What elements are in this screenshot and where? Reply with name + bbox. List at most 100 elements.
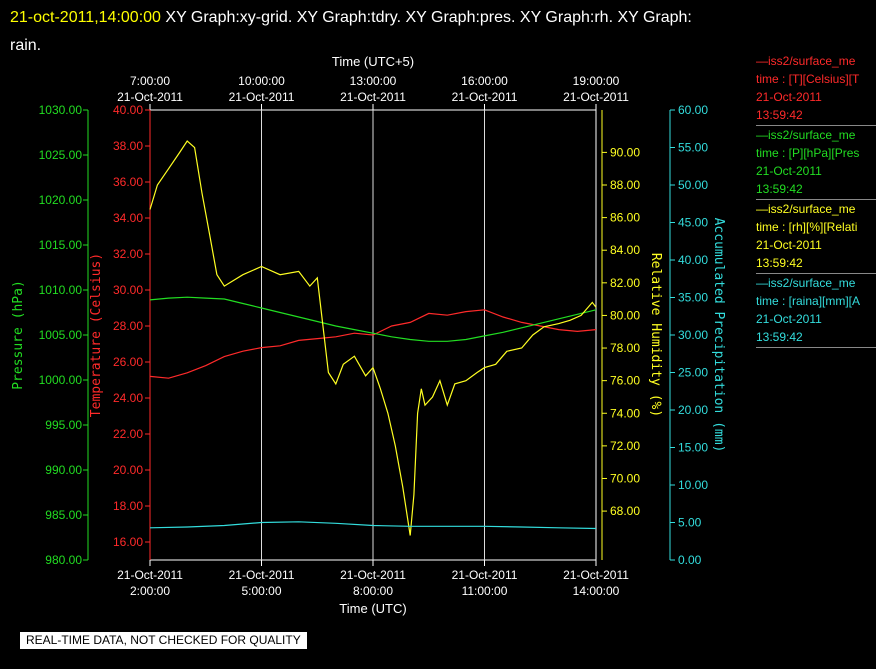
temperature-tick-label: 32.00 xyxy=(113,247,143,261)
x-top-tick-label-date: 21-Oct-2011 xyxy=(563,90,629,104)
humidity-tick-label: 90.00 xyxy=(610,145,640,159)
x-top-tick-label-time: 16:00:00 xyxy=(461,74,508,88)
legend-series-name: —iss2/surface_me xyxy=(756,128,856,142)
precip-tick-label: 15.00 xyxy=(678,441,708,455)
x-top-tick-label-time: 7:00:00 xyxy=(130,74,170,88)
x-tick-label-time: 2:00:00 xyxy=(130,584,170,598)
precip-axis-title: Accumulated Precipitation (mm) xyxy=(711,218,726,453)
legend-series-desc: time : [raina][mm][A xyxy=(756,294,861,308)
precip-tick-label: 30.00 xyxy=(678,328,708,342)
x-top-tick-label-time: 10:00:00 xyxy=(238,74,285,88)
humidity-axis-title: Relative Humidity (%) xyxy=(648,253,663,417)
temperature-tick-label: 34.00 xyxy=(113,211,143,225)
pressure-tick-label: 1015.00 xyxy=(39,238,83,252)
x-tick-label-time: 14:00:00 xyxy=(573,584,620,598)
pressure-tick-label: 1005.00 xyxy=(39,328,83,342)
header-graph-list-cont: rain. xyxy=(10,37,42,54)
humidity-tick-label: 68.00 xyxy=(610,504,640,518)
pressure-tick-label: 1030.00 xyxy=(39,103,83,117)
x-tick-label-date: 21-Oct-2011 xyxy=(563,568,629,582)
series-line-pressure xyxy=(149,296,597,342)
temperature-tick-label: 28.00 xyxy=(113,319,143,333)
pressure-tick-label: 1010.00 xyxy=(39,283,83,297)
humidity-tick-label: 74.00 xyxy=(610,406,640,420)
legend-series-name: —iss2/surface_me xyxy=(756,54,856,68)
temperature-tick-label: 22.00 xyxy=(113,427,143,441)
x-top-tick-label-date: 21-Oct-2011 xyxy=(229,90,295,104)
x-tick-label-date: 21-Oct-2011 xyxy=(452,568,518,582)
temperature-tick-label: 30.00 xyxy=(113,283,143,297)
legend-entry-pressure: —iss2/surface_me time : [P][hPa][Pres 21… xyxy=(756,126,876,200)
pressure-tick-label: 1000.00 xyxy=(39,373,83,387)
temperature-axis-title: Temperature (Celsius) xyxy=(89,253,104,417)
x-tick-label-date: 21-Oct-2011 xyxy=(229,568,295,582)
legend-entry-humidity: —iss2/surface_me time : [rh][%][Relati 2… xyxy=(756,200,876,274)
series-line-precip xyxy=(149,521,597,530)
humidity-tick-label: 72.00 xyxy=(610,439,640,453)
temperature-tick-label: 40.00 xyxy=(113,103,143,117)
header-timestamp: 21-oct-2011,14:00:00 xyxy=(10,9,161,26)
x-axis-label-top: Time (UTC+5) xyxy=(332,54,414,69)
pressure-tick-label: 1020.00 xyxy=(39,193,83,207)
legend-series-time: 13:59:42 xyxy=(756,182,803,196)
legend-series-time: 13:59:42 xyxy=(756,330,803,344)
x-tick-label-date: 21-Oct-2011 xyxy=(340,568,406,582)
x-tick-label-time: 8:00:00 xyxy=(353,584,393,598)
temperature-tick-label: 18.00 xyxy=(113,499,143,513)
humidity-tick-label: 82.00 xyxy=(610,276,640,290)
legend-series-desc: time : [P][hPa][Pres xyxy=(756,146,860,160)
humidity-tick-label: 78.00 xyxy=(610,341,640,355)
legend-series-time: 13:59:42 xyxy=(756,108,803,122)
temperature-tick-label: 24.00 xyxy=(113,391,143,405)
temperature-tick-label: 38.00 xyxy=(113,139,143,153)
humidity-tick-label: 80.00 xyxy=(610,308,640,322)
legend-series-date: 21-Oct-2011 xyxy=(756,312,822,326)
precip-tick-label: 5.00 xyxy=(678,516,702,530)
humidity-tick-label: 70.00 xyxy=(610,471,640,485)
precip-tick-label: 40.00 xyxy=(678,253,708,267)
series-line-humidity xyxy=(149,140,597,536)
temperature-tick-label: 26.00 xyxy=(113,355,143,369)
legend-series-date: 21-Oct-2011 xyxy=(756,90,822,104)
x-axis-label-bottom: Time (UTC) xyxy=(339,601,406,616)
precip-tick-label: 45.00 xyxy=(678,216,708,230)
pressure-tick-label: 995.00 xyxy=(45,418,82,432)
temperature-tick-label: 20.00 xyxy=(113,463,143,477)
pressure-tick-label: 990.00 xyxy=(45,463,82,477)
humidity-tick-label: 88.00 xyxy=(610,178,640,192)
x-tick-label-time: 11:00:00 xyxy=(462,584,508,598)
legend-series-name: —iss2/surface_me xyxy=(756,276,856,290)
precip-tick-label: 20.00 xyxy=(678,403,708,417)
humidity-tick-label: 76.00 xyxy=(610,374,640,388)
x-top-tick-label-date: 21-Oct-2011 xyxy=(117,90,183,104)
legend-entry-temperature: —iss2/surface_me time : [T][Celsius][T 2… xyxy=(756,52,876,126)
x-top-tick-label-time: 13:00:00 xyxy=(350,74,397,88)
legend: —iss2/surface_me time : [T][Celsius][T 2… xyxy=(756,52,876,348)
x-tick-label-date: 21-Oct-2011 xyxy=(117,568,183,582)
legend-entry-precip: —iss2/surface_me time : [raina][mm][A 21… xyxy=(756,274,876,348)
precip-tick-label: 0.00 xyxy=(678,553,702,567)
legend-series-date: 21-Oct-2011 xyxy=(756,164,822,178)
precip-tick-label: 35.00 xyxy=(678,291,708,305)
pressure-tick-label: 980.00 xyxy=(45,553,82,567)
legend-series-desc: time : [T][Celsius][T xyxy=(756,72,860,86)
humidity-tick-label: 86.00 xyxy=(610,211,640,225)
x-top-tick-label-date: 21-Oct-2011 xyxy=(452,90,518,104)
precip-tick-label: 10.00 xyxy=(678,478,708,492)
legend-series-date: 21-Oct-2011 xyxy=(756,238,822,252)
temperature-tick-label: 16.00 xyxy=(113,535,143,549)
precip-tick-label: 50.00 xyxy=(678,178,708,192)
pressure-axis-title: Pressure (hPa) xyxy=(11,280,26,390)
x-top-tick-label-date: 21-Oct-2011 xyxy=(340,90,406,104)
precip-tick-label: 25.00 xyxy=(678,366,708,380)
x-tick-label-time: 5:00:00 xyxy=(241,584,281,598)
quality-disclaimer: REAL-TIME DATA, NOT CHECKED FOR QUALITY xyxy=(20,632,307,649)
chart-header: 21-oct-2011,14:00:00 XY Graph:xy-grid. X… xyxy=(10,4,870,60)
series-line-temperature xyxy=(149,309,597,379)
pressure-tick-label: 985.00 xyxy=(45,508,82,522)
legend-series-desc: time : [rh][%][Relati xyxy=(756,220,858,234)
humidity-tick-label: 84.00 xyxy=(610,243,640,257)
legend-series-name: —iss2/surface_me xyxy=(756,202,856,216)
legend-series-time: 13:59:42 xyxy=(756,256,803,270)
